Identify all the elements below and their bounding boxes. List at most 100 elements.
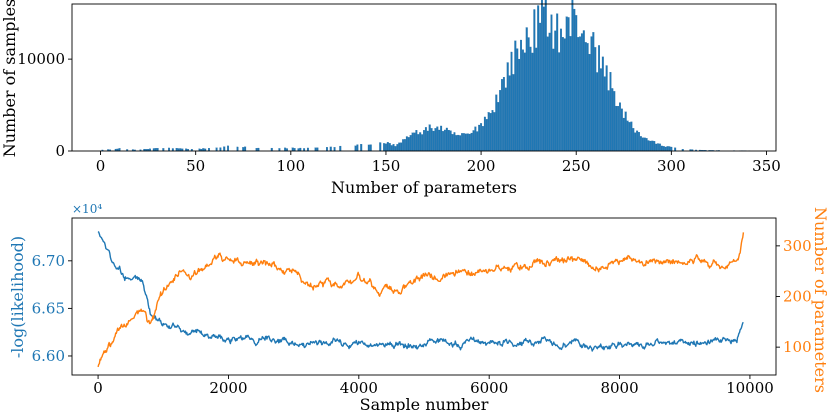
histogram-bar	[430, 128, 433, 152]
histogram-bar	[497, 102, 500, 152]
histogram-bar	[569, 36, 572, 152]
histogram-bar	[483, 116, 486, 152]
histogram-bar	[474, 126, 477, 152]
histogram-bar	[423, 130, 425, 152]
left-tick-label: 6.60	[32, 347, 65, 365]
histogram-bar	[457, 134, 460, 152]
histogram-bar	[417, 134, 420, 152]
trace-x-label: Sample number	[360, 395, 489, 412]
right-tick-label: 100	[783, 338, 812, 356]
histogram-bar	[329, 146, 332, 152]
histogram-bar	[506, 62, 509, 152]
histogram-bar	[339, 145, 342, 152]
histogram-bar	[464, 133, 467, 152]
histogram-bar	[657, 143, 659, 152]
histogram-bar	[630, 121, 633, 152]
histogram-bar	[520, 39, 522, 152]
histogram-bar	[554, 30, 557, 152]
histogram-bar	[639, 136, 642, 152]
histogram-bar	[470, 132, 473, 152]
histogram-bar	[434, 128, 437, 152]
histogram-x-ticks: 0 50 100 150 200 250 300 350	[96, 151, 781, 175]
histogram-bar	[539, 22, 542, 152]
histogram-bar	[619, 102, 621, 152]
histogram-bar	[567, 17, 570, 152]
y-tick-label: 0	[55, 142, 65, 160]
x-tick-label: 350	[752, 157, 781, 175]
histogram-bar	[607, 90, 610, 152]
histogram-bar	[649, 140, 652, 152]
histogram-bar	[615, 105, 618, 152]
right-tick-label: 300	[783, 237, 812, 255]
histogram-bar	[419, 132, 422, 152]
histogram-bar	[463, 133, 465, 152]
histogram-bar	[432, 130, 435, 152]
histogram-bar	[575, 15, 578, 152]
histogram-bar	[653, 141, 656, 152]
histogram-bar	[443, 129, 446, 152]
trace-right-ticks: 100 200 300	[776, 237, 812, 356]
histogram-bar	[501, 79, 503, 152]
histogram-bar	[573, 8, 576, 152]
histogram-bar	[223, 146, 226, 152]
histogram-bar	[168, 147, 170, 152]
y-multiplier-label: ×10⁴	[72, 202, 102, 216]
histogram-frame	[71, 3, 777, 152]
histogram-bar	[655, 143, 658, 152]
trace-right-label: Number of parameters	[811, 207, 830, 393]
trace-frame	[71, 217, 777, 376]
trace-left-ticks: 6.60 6.65 6.70	[32, 252, 72, 365]
histogram-bar	[617, 106, 620, 152]
histogram-bar	[674, 147, 677, 152]
x-tick-label: 150	[372, 157, 401, 175]
histogram-bar	[466, 133, 469, 152]
histogram-y-label: Number of samples	[0, 0, 19, 157]
histogram-bar	[586, 43, 589, 152]
histogram-bar	[394, 146, 397, 152]
histogram-bar	[421, 134, 424, 152]
x-tick-label: 0	[96, 157, 106, 175]
histogram-bar	[645, 138, 648, 152]
histogram-bars	[101, 0, 751, 152]
histogram-bar	[219, 147, 222, 152]
histogram-bar	[242, 147, 245, 152]
histogram-bar	[354, 145, 357, 152]
histogram-bar	[662, 146, 665, 152]
histogram-bar	[476, 131, 479, 152]
histogram-bar	[563, 38, 566, 152]
histogram-bar	[628, 122, 631, 152]
histogram-bar	[493, 112, 496, 152]
histogram-bar	[521, 49, 524, 152]
histogram-bar	[367, 144, 370, 152]
histogram-bar	[558, 52, 561, 152]
histogram-bar	[527, 37, 530, 152]
histogram-bar	[666, 146, 669, 152]
histogram-bar	[402, 139, 405, 152]
histogram-bar	[609, 72, 612, 152]
series-line-loglik	[97, 231, 744, 352]
histogram-bar	[482, 126, 484, 152]
x-tick-label: 300	[657, 157, 686, 175]
histogram-bar	[668, 146, 671, 152]
histogram-bar	[592, 32, 595, 152]
histogram-bar	[379, 142, 382, 152]
histogram-bar	[369, 144, 372, 152]
histogram-bar	[603, 76, 606, 152]
left-tick-label: 6.65	[32, 299, 65, 317]
histogram-bar	[409, 135, 412, 152]
histogram-bar	[510, 51, 513, 152]
histogram-bar	[594, 47, 597, 152]
histogram-bar	[442, 131, 444, 152]
histogram-bar	[624, 111, 627, 152]
histogram-bar	[468, 133, 471, 152]
x-tick-label: 2000	[209, 379, 247, 397]
histogram-bar	[398, 142, 401, 152]
histogram-bar	[590, 36, 593, 152]
histogram-bar	[480, 123, 483, 152]
histogram-bar	[392, 144, 395, 152]
histogram-bar	[632, 128, 635, 152]
histogram-bar	[546, 36, 549, 152]
histogram-bar	[407, 137, 410, 152]
histogram-bar	[383, 143, 386, 152]
histogram-bar	[428, 124, 431, 152]
